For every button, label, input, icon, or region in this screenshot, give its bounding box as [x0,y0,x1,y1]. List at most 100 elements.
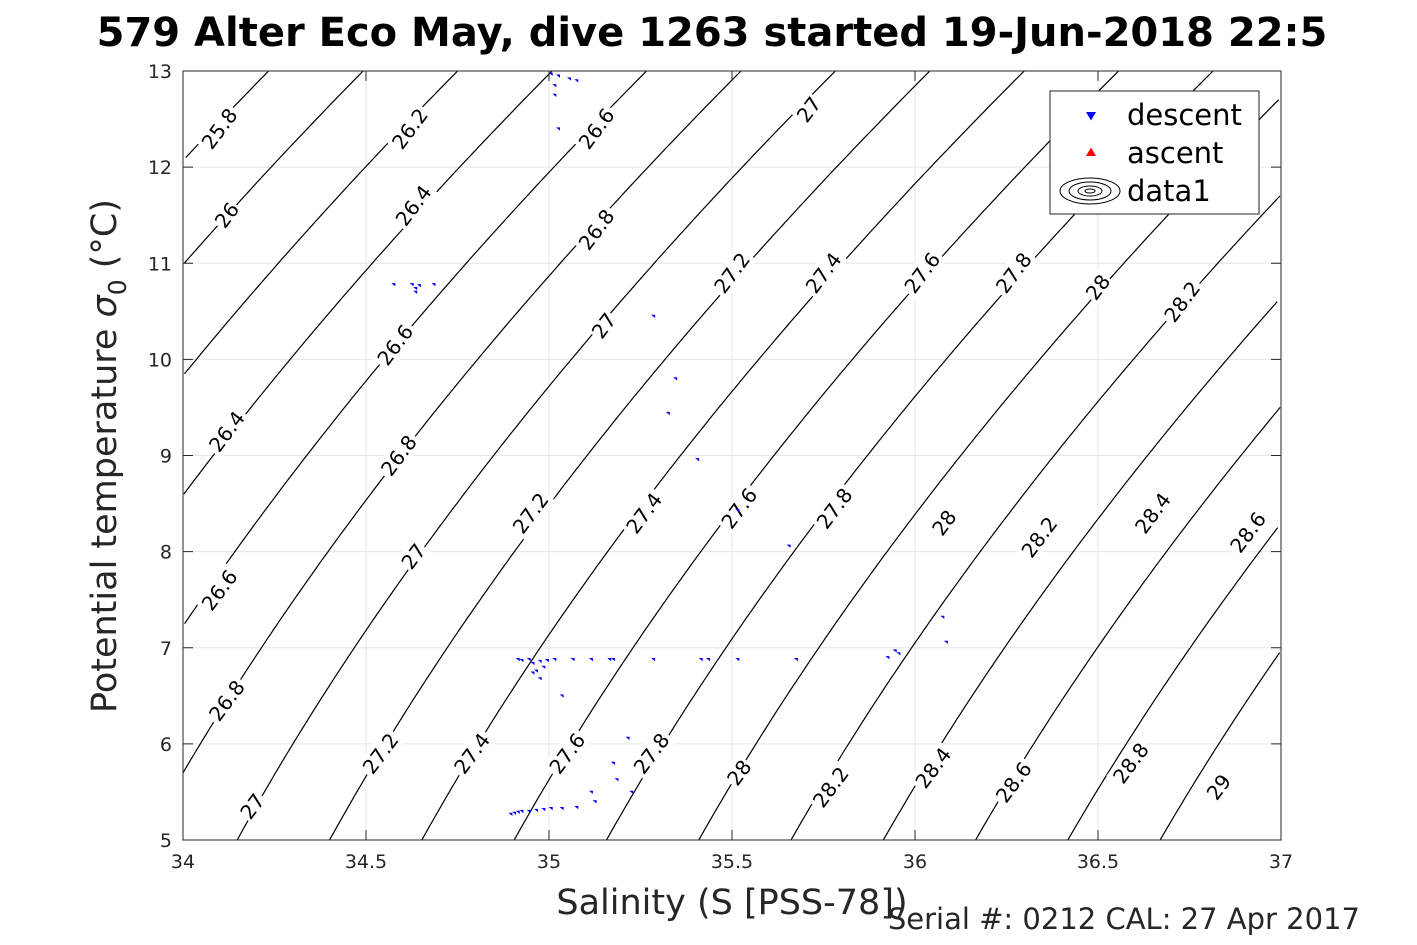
descent-point [574,806,579,810]
contour-label: 27 [792,92,826,127]
y-axis-label: Potential temperature σ0 (°C) [85,199,132,713]
descent-point [786,544,791,548]
y-tick-label: 9 [160,446,172,468]
descent-point [588,790,593,794]
contour-label: 28 [1081,270,1115,305]
y-tick-label: 12 [148,157,172,179]
descent-point [534,669,539,673]
descent-point [530,671,535,675]
descent-point [695,458,700,462]
contour-line [1159,652,1281,841]
contour-label: 29 [1202,770,1236,805]
serial-footer: Serial #: 0212 CAL: 27 Apr 2017 [888,902,1360,936]
contour-label-bg [1106,735,1156,791]
descent-point [552,84,557,88]
descent-point [559,694,564,698]
contour-label-bg [585,307,622,345]
contour-label-bg [798,245,849,301]
contour-label: 26 [210,198,244,233]
contour-label-bg [1014,510,1065,565]
x-tick-label: 35.5 [711,851,753,873]
descent-point [610,658,615,662]
legend: descent ascent data1 [1049,90,1260,215]
contour-label-bg [571,202,622,257]
descent-point [413,287,418,291]
contour-label-bg [202,673,252,728]
contour-line [421,70,1025,841]
descent-point [567,77,572,81]
contour-label-bg [506,486,556,541]
contour-line [182,70,742,774]
descent-point [519,809,524,814]
descent-point [409,283,414,287]
descent-point [940,615,945,619]
descent-point [534,808,539,813]
contour-line [328,70,931,841]
contour-label-bg [1157,274,1207,329]
contour-label-bg [202,404,252,459]
contour-label-bg [809,481,860,536]
contour-label-bg [374,428,424,483]
descent-point [588,658,593,662]
contour-label: 27 [235,789,269,824]
x-tick-label: 36 [903,851,927,873]
contour-label-bg [714,481,764,536]
contour-label-bg [1079,268,1117,306]
descent-point [574,79,579,83]
contour-label-bg [897,245,947,301]
y-tick-label: 5 [160,830,172,852]
descent-point [515,658,520,662]
descent-point [519,659,524,663]
x-axis-label: Salinity (S [PSS-78]) [556,883,907,923]
contour-label: 27 [396,539,430,574]
descent-point [556,127,561,131]
chart-title: 579 Alter Eco May, dive 1263 started 19-… [97,10,1328,56]
y-tick-label: 6 [160,734,172,756]
descent-point [541,808,546,812]
descent-point [508,812,513,817]
descent-point [735,658,740,662]
contour-label-bg [194,562,245,618]
contour-label-bg [721,754,758,792]
contour-label-bg [1223,505,1273,560]
descent-point [896,652,901,656]
contour-label-bg [1200,768,1237,806]
contour-label-bg [208,196,245,234]
descent-point [665,411,670,416]
legend-descent-marker [1086,112,1096,121]
descent-point [793,658,798,662]
descent-point [698,658,703,662]
x-tick-label: 34 [171,851,195,873]
descent-point [651,314,656,319]
contour-line [698,99,1280,841]
descent-point [607,658,612,662]
descent-point [592,800,597,804]
legend-ascent-marker [1086,147,1096,156]
contour-label-bg [989,755,1039,810]
descent-point [548,807,553,811]
contour-label-bg [908,740,958,796]
descent-point [541,665,546,669]
contour-label-bg [619,486,669,541]
descent-point [526,658,531,662]
x-tick-label: 36.5 [1077,851,1119,873]
descent-point [512,811,517,816]
descent-point [545,659,550,663]
data-points [391,72,948,817]
legend-data1-label: data1 [1127,174,1211,208]
descent-point [625,736,630,741]
y-tick-label: 11 [148,253,172,275]
y-tick-label: 8 [160,542,172,564]
contour-label-bg [234,787,271,825]
y-label-main: Potential temperature [85,317,125,713]
descent-point [706,658,711,662]
contour-label-bg [355,726,406,781]
descent-point [651,658,656,662]
descent-point [537,659,542,664]
contour-label-bg [395,537,432,575]
contour-label-bg [571,101,622,156]
descent-point [559,807,564,811]
legend-ascent-label: ascent [1127,136,1223,170]
y-tick-label: 7 [160,638,172,660]
